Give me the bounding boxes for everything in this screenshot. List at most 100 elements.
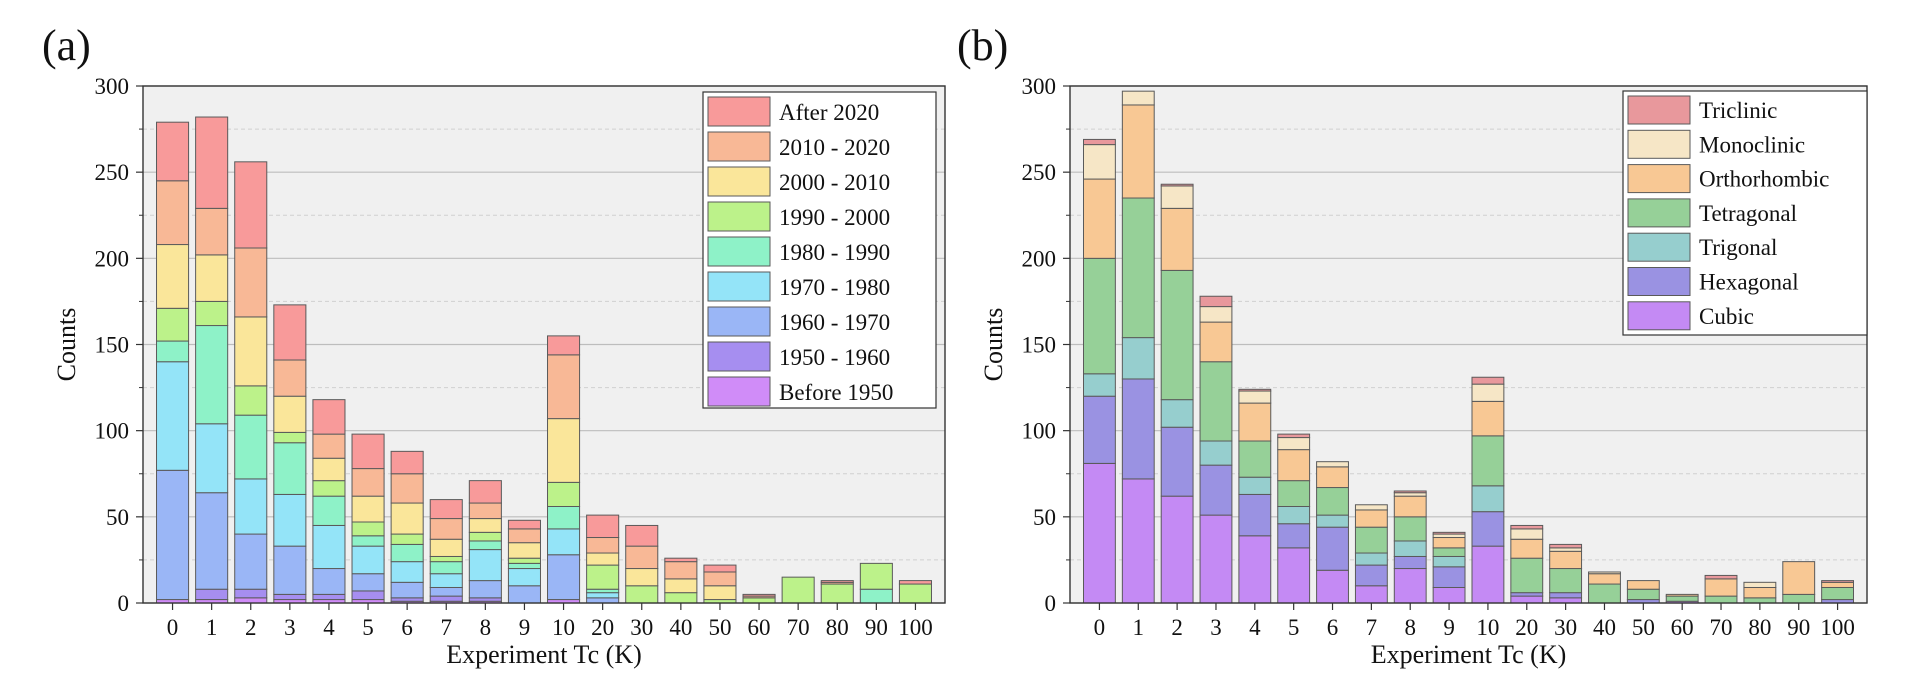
bar-segment-orthorhombic-50: [1626, 580, 1660, 590]
legend-label: Orthorhombic: [1699, 167, 1829, 192]
x-tick-label: 7: [441, 615, 453, 640]
bar-segment-1980-1990-5: [351, 535, 385, 547]
bar-segment-hexagonal-0: [1082, 395, 1116, 464]
bar-segment-cubic-3: [1199, 514, 1233, 604]
x-tick-label: 6: [1327, 615, 1339, 640]
bar-segment-tetragonal-9: [1432, 547, 1466, 557]
bar-segment-after-2020-80: [820, 580, 854, 583]
x-axis-label: Experiment Tc (K): [1371, 640, 1567, 669]
legend-label: Hexagonal: [1699, 270, 1799, 295]
bar-segment-1970-1980-4: [312, 524, 346, 570]
bar-segment-triclinic-30: [1549, 543, 1583, 549]
bar-segment-1990-2000-60: [742, 597, 776, 604]
bar-segment-tetragonal-30: [1549, 568, 1583, 594]
bar-segment-1950-1960-3: [273, 593, 307, 601]
bar-segment-hexagonal-4: [1238, 493, 1272, 537]
legend-swatch: [1627, 95, 1691, 125]
bar-segment-1980-1990-90: [859, 588, 893, 604]
bar-segment-trigonal-3: [1199, 440, 1233, 466]
bar-segment-1990-2000-7: [429, 555, 463, 563]
x-tick-label: 80: [1748, 615, 1771, 640]
bar-segment-1970-1980-3: [273, 493, 307, 547]
bar-segment-2010-2020-7: [429, 518, 463, 540]
legend-swatch: [1627, 232, 1691, 262]
bar-segment-monoclinic-10: [1471, 383, 1505, 402]
bar-segment-1960-1970-1: [195, 492, 229, 590]
bar-segment-trigonal-0: [1082, 373, 1116, 397]
bar-segment-monoclinic-7: [1354, 504, 1388, 511]
bar-segment-monoclinic-20: [1510, 528, 1544, 540]
x-tick-label: 60: [748, 615, 771, 640]
bar-segment-after-2020-3: [273, 304, 307, 361]
x-tick-label: 100: [1820, 615, 1855, 640]
bar-segment-1970-1980-20: [586, 592, 620, 599]
bar-segment-monoclinic-30: [1549, 547, 1583, 552]
bar-segment-triclinic-70: [1704, 574, 1738, 580]
x-tick-label: 50: [708, 615, 731, 640]
bar-segment-1990-2000-10: [547, 481, 581, 507]
bar-segment-orthorhombic-6: [1316, 466, 1349, 489]
bar-segment-triclinic-0: [1082, 138, 1116, 146]
bar-segment-tetragonal-5: [1277, 480, 1311, 507]
bar-segment-1970-1980-5: [351, 545, 385, 575]
y-tick-label: 200: [1022, 246, 1057, 271]
bar-segment-1990-2000-20: [586, 564, 620, 590]
bar-segment-triclinic-10: [1471, 376, 1505, 385]
legend-swatch: [707, 271, 771, 302]
x-tick-label: 4: [323, 615, 335, 640]
bar-segment-1970-1980-9: [507, 568, 541, 587]
bar-segment-2010-2020-50: [703, 571, 737, 587]
x-tick-label: 90: [865, 615, 888, 640]
bar-segment-after-2020-4: [312, 399, 346, 435]
bar-segment-tetragonal-60: [1665, 595, 1699, 602]
bar-segment-after-2020-1: [195, 116, 229, 209]
y-axis-label: Counts: [979, 308, 1008, 382]
x-tick-label: 20: [1515, 615, 1538, 640]
bar-segment-hexagonal-7: [1354, 564, 1388, 587]
bar-segment-orthorhombic-20: [1510, 538, 1544, 559]
bar-segment-orthorhombic-3: [1199, 321, 1233, 363]
bar-segment-after-2020-2: [234, 161, 268, 249]
bar-segment-2000-2010-1: [195, 254, 229, 302]
bar-segment-after-2020-40: [664, 557, 698, 563]
legend-label: 2010 - 2020: [779, 135, 890, 160]
x-tick-label: 30: [630, 615, 653, 640]
bar-segment-after-2020-20: [586, 514, 620, 539]
bar-segment-2010-2020-20: [586, 537, 620, 554]
y-tick-label: 300: [1022, 74, 1057, 99]
legend-label: Triclinic: [1699, 98, 1777, 123]
bar-segment-trigonal-9: [1432, 555, 1466, 568]
bar-segment-cubic-6: [1316, 569, 1349, 604]
legend-label: Before 1950: [779, 380, 893, 405]
bar-segment-hexagonal-8: [1393, 555, 1427, 570]
bar-segment-orthorhombic-7: [1354, 509, 1388, 528]
bar-segment-1950-1960-1: [195, 588, 229, 601]
bar-segment-tetragonal-40: [1588, 583, 1621, 604]
x-tick-label: 5: [362, 615, 374, 640]
bar-segment-hexagonal-9: [1432, 566, 1466, 588]
bar-segment-cubic-10: [1471, 545, 1505, 604]
x-tick-label: 70: [1710, 615, 1733, 640]
x-axis-label: Experiment Tc (K): [446, 640, 642, 669]
bar-segment-after-2020-30: [625, 524, 659, 547]
bar-segment-2000-2010-30: [625, 568, 659, 587]
bar-segment-monoclinic-5: [1277, 437, 1311, 451]
legend-swatch: [1627, 129, 1691, 159]
bar-segment-before-1950-2: [234, 597, 268, 604]
bar-segment-1980-1990-0: [156, 340, 190, 363]
bar-segment-1990-2000-40: [664, 592, 698, 604]
bar-segment-cubic-9: [1432, 586, 1466, 604]
bar-segment-1970-1980-10: [547, 528, 581, 556]
bar-segment-1960-1970-20: [586, 597, 620, 604]
bar-segment-hexagonal-6: [1316, 526, 1349, 571]
bar-segment-tetragonal-8: [1393, 516, 1427, 542]
bar-segment-1980-1990-6: [390, 543, 424, 563]
x-tick-label: 1: [1133, 615, 1145, 640]
legend-swatch: [707, 166, 771, 197]
bar-segment-cubic-0: [1082, 462, 1116, 604]
bar-segment-1990-2000-5: [351, 521, 385, 537]
bar-segment-after-2020-60: [742, 593, 776, 597]
bar-segment-tetragonal-50: [1626, 588, 1660, 601]
bar-segment-2010-2020-40: [664, 561, 698, 580]
y-tick-label: 150: [1022, 333, 1057, 358]
